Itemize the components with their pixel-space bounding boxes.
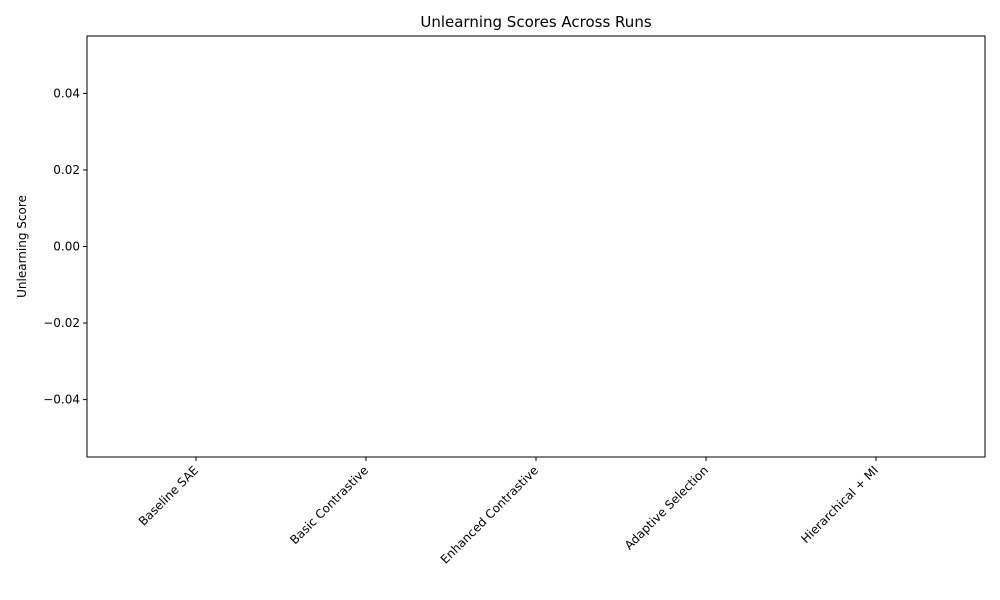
y-tick-label: −0.04 [43, 393, 80, 407]
y-axis: −0.04 −0.02 0.00 0.02 0.04 [43, 86, 87, 407]
x-tick-label: Enhanced Contrastive [438, 463, 541, 566]
chart-title: Unlearning Scores Across Runs [420, 13, 651, 31]
plot-area: −0.04 −0.02 0.00 0.02 0.04 Baseline SAE Basic… [43, 35, 986, 567]
x-tick-label: Basic Contrastive [287, 463, 371, 547]
x-tick-label: Adaptive Selection [622, 463, 711, 552]
x-axis: Baseline SAE Basic Contrastive Enhanced Co… [136, 457, 881, 567]
y-tick-label: 0.02 [53, 163, 80, 177]
y-tick-label: 0.04 [53, 86, 80, 100]
x-tick-label: Baseline SAE [136, 463, 201, 528]
y-axis-label: Unlearning Score [15, 195, 29, 298]
plot-frame [86, 35, 986, 458]
y-tick-label: −0.02 [43, 316, 80, 330]
y-tick-label: 0.00 [53, 240, 80, 254]
x-tick-label: Hierarchical + MI [798, 463, 881, 546]
